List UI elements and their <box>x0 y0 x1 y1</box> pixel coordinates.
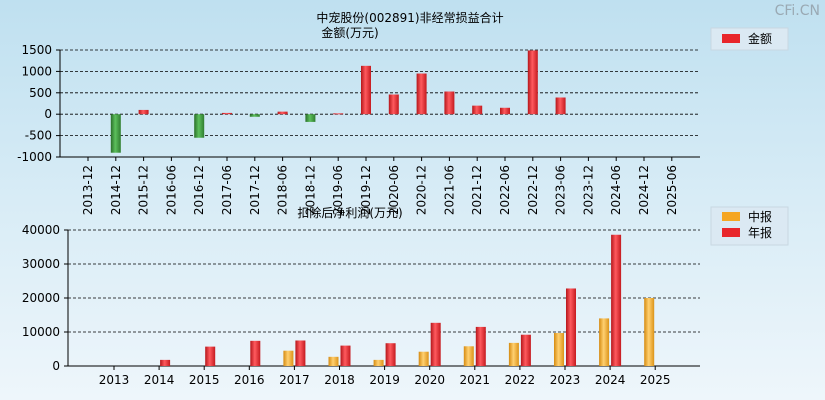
chart2-y-tick-label: 10000 <box>22 325 60 339</box>
chart2-bar-mid <box>418 351 429 366</box>
chart1-x-tick-label: 2018-12 <box>303 165 317 215</box>
chart1-bar <box>110 114 121 153</box>
chart1-y-tick-label: 1000 <box>21 64 52 78</box>
chart2-bar-mid <box>599 318 610 366</box>
chart1-bar <box>500 107 510 115</box>
chart2-bar-annual <box>520 334 531 366</box>
chart2-x-tick-label: 2013 <box>99 373 130 387</box>
chart1-y-tick-label: -1000 <box>17 150 52 164</box>
chart1-legend-label: 金额 <box>748 31 772 46</box>
chart1-legend-swatch <box>722 34 740 43</box>
chart2-bar-mid <box>508 342 519 366</box>
chart1-bar <box>305 114 316 122</box>
watermark: CFi.CN <box>775 3 820 19</box>
chart2-bar-annual <box>566 288 576 366</box>
chart2-y-tick-label: 40000 <box>22 223 60 237</box>
chart2-x-tick-label: 2019 <box>369 373 400 387</box>
chart1-x-tick-label: 2022-12 <box>526 165 540 215</box>
chart2-x-tick-label: 2016 <box>234 373 265 387</box>
chart2-bar-annual <box>611 234 622 366</box>
chart2-x-tick-label: 2020 <box>414 373 445 387</box>
chart2-legend-swatch-mid <box>722 212 740 221</box>
chart1-x-tick-label: 2021-12 <box>470 165 484 215</box>
chart1-bar <box>388 94 399 115</box>
chart1-legend-box <box>710 27 789 51</box>
chart2-legend-swatch-annual <box>722 228 740 237</box>
chart2-x-tick-label: 2025 <box>640 373 671 387</box>
chart1-x-tick-label: 2022-06 <box>498 165 512 215</box>
chart1-bar <box>222 112 232 115</box>
chart2-bar-annual <box>295 340 306 366</box>
chart2-x-tick-label: 2024 <box>595 373 626 387</box>
chart1-x-tick-label: 2018-06 <box>276 165 290 215</box>
chart1-x-tick-label: 2017-12 <box>248 165 262 215</box>
chart1-bar <box>444 91 455 115</box>
chart1-bar <box>472 105 483 115</box>
chart1-x-tick-label: 2020-06 <box>387 165 401 215</box>
chart2-x-tick-label: 2014 <box>144 373 175 387</box>
chart2-bar-mid <box>554 333 564 366</box>
chart1-bar <box>194 114 205 138</box>
chart1-x-tick-label: 2023-06 <box>554 165 568 215</box>
chart1-x-tick-label: 2019-12 <box>359 165 373 215</box>
chart2-bar-annual <box>475 326 486 366</box>
chart2-bar-mid <box>463 346 474 366</box>
chart2-bar-mid <box>283 350 294 366</box>
chart1-x-tick-label: 2021-06 <box>442 165 456 215</box>
chart1-bar <box>527 50 538 115</box>
chart2-x-tick-label: 2017 <box>279 373 310 387</box>
chart1-title: 中宠股份(002891)非经常损益合计 <box>316 10 503 25</box>
chart1-x-tick-label: 2015-12 <box>137 165 151 215</box>
chart2-y-tick-label: 20000 <box>22 291 60 305</box>
chart2-bar-annual <box>430 322 441 366</box>
chart2-x-tick-label: 2018 <box>324 373 355 387</box>
chart2-title: 扣除后净利润(万元) <box>297 205 402 220</box>
chart2-legend: 中报 年报 <box>710 206 789 246</box>
chart2-bar-mid <box>328 356 339 366</box>
chart2-bar-annual <box>250 340 261 366</box>
chart1-y-tick-label: 1500 <box>21 43 52 57</box>
chart2-x-tick-label: 2021 <box>460 373 491 387</box>
chart1-y-tick-label: 500 <box>29 86 52 100</box>
chart1-bar <box>277 111 288 115</box>
chart2-x-tick-label: 2022 <box>505 373 536 387</box>
chart1-x-tick-label: 2016-06 <box>164 165 178 215</box>
chart2-y-tick-label: 0 <box>52 359 60 373</box>
chart2-legend-label-mid: 中报 <box>748 209 772 224</box>
chart2-legend-label-annual: 年报 <box>748 225 772 240</box>
chart1-bar <box>333 113 344 115</box>
chart2-y-tick-label: 30000 <box>22 257 60 271</box>
chart1-y-tick-label: -500 <box>25 129 52 143</box>
chart1-plot: -1000 -500 0 500 1000 1500 2013-12 2014-12 2015-… <box>17 43 700 215</box>
chart1-x-tick-label: 2020-12 <box>415 165 429 215</box>
chart1-bar <box>249 114 260 117</box>
chart1-legend: 金额 <box>710 27 789 51</box>
chart1-bar <box>361 65 371 115</box>
chart2-x-tick-label: 2015 <box>189 373 220 387</box>
chart1-bar <box>416 73 427 115</box>
chart2-bar-annual <box>205 346 216 366</box>
chart1-x-tick-label: 2013-12 <box>81 165 95 215</box>
chart1-x-tick-label: 2024-06 <box>609 165 623 215</box>
chart2-x-tick-label: 2023 <box>550 373 581 387</box>
chart1-subtitle: 金额(万元) <box>321 25 378 40</box>
chart1-x-tick-label: 2016-12 <box>192 165 206 215</box>
chart2-bar-mid <box>644 298 655 366</box>
chart2-bar-annual <box>385 343 396 366</box>
chart2-plot: 0 10000 20000 30000 40000 2013 2014 2015 2016 201… <box>22 223 700 387</box>
chart1-bar <box>138 109 149 115</box>
chart1-x-tick-label: 2023-12 <box>581 165 595 215</box>
chart2-bar-annual <box>340 345 351 366</box>
chart1-x-tick-label: 2025-06 <box>665 165 679 215</box>
chart1-y-tick-label: 0 <box>44 107 52 121</box>
chart2-bar-mid <box>373 359 384 366</box>
chart1-bar <box>555 97 566 115</box>
chart2-bar-annual <box>160 359 171 366</box>
chart1-x-tick-label: 2014-12 <box>109 165 123 215</box>
chart1-x-tick-label: 2017-06 <box>220 165 234 215</box>
chart1-x-tick-label: 2019-06 <box>331 165 345 215</box>
chart1-x-tick-label: 2024-12 <box>637 165 651 215</box>
